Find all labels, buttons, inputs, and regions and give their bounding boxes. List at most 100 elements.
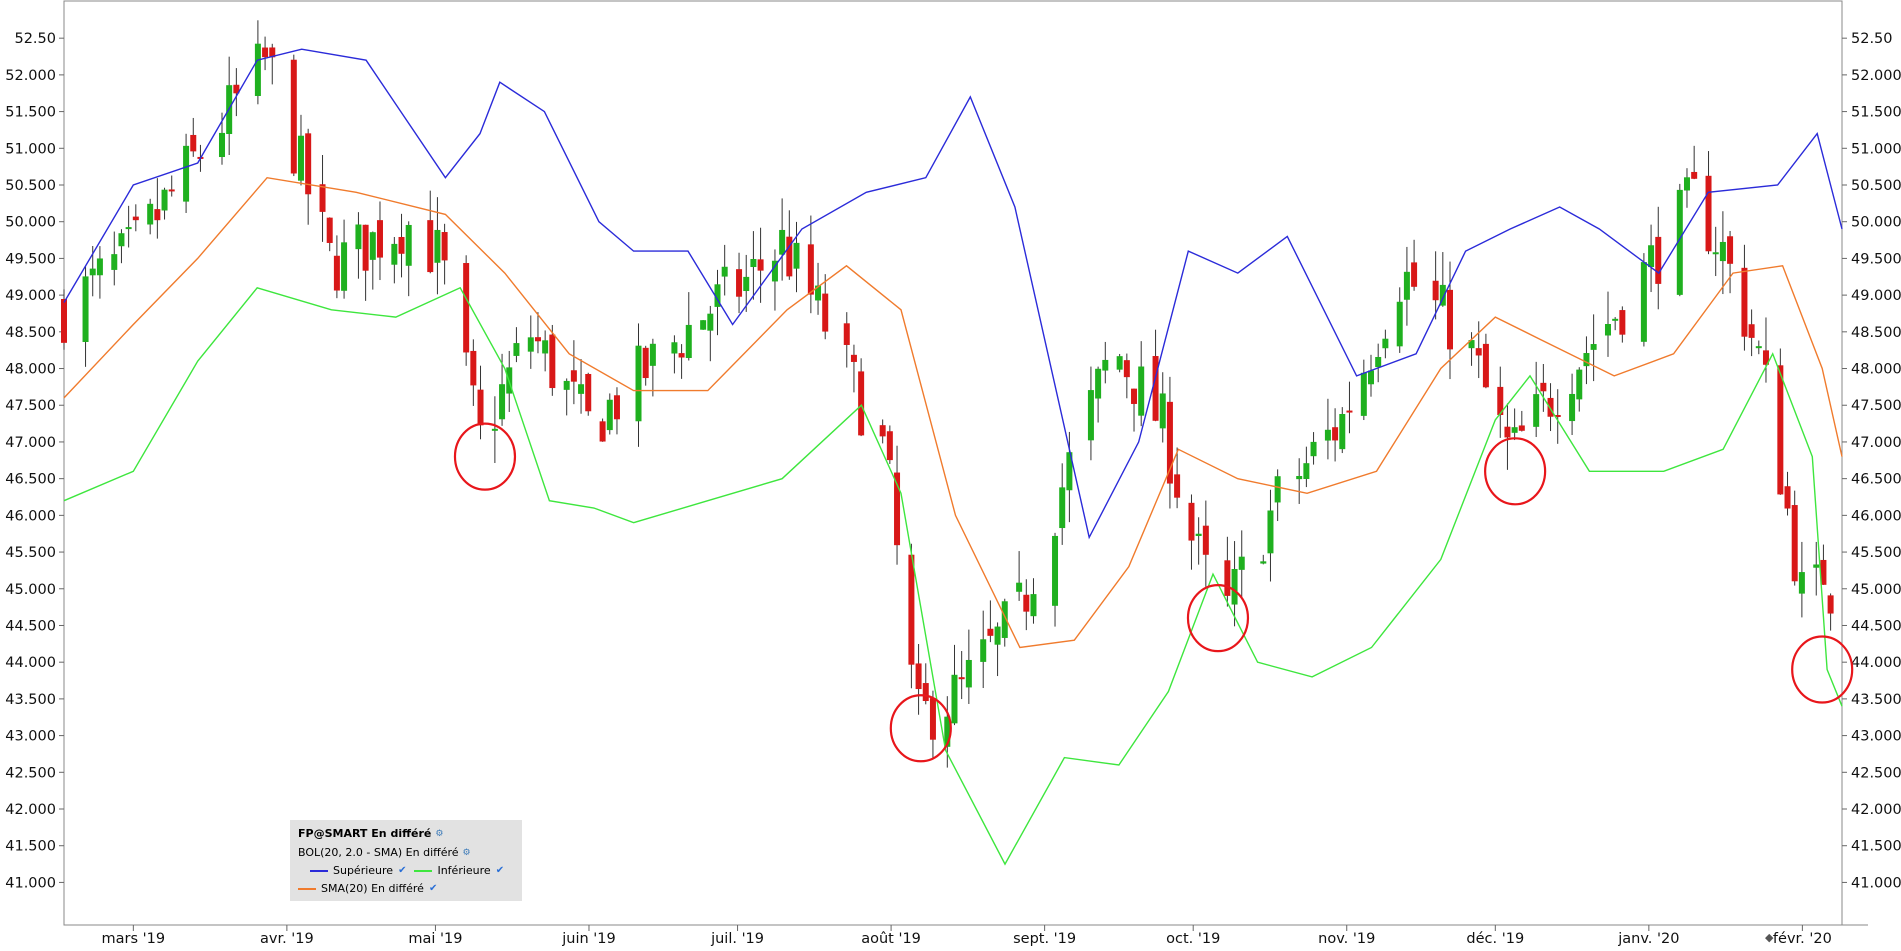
- candle-up: [1016, 582, 1023, 592]
- candle-down: [958, 677, 965, 680]
- y-tick-label-left: 43.500: [5, 692, 56, 708]
- candle-down: [1174, 474, 1181, 498]
- candle-down: [262, 47, 269, 58]
- y-tick-label-right: 43.500: [1851, 692, 1901, 708]
- lower-band-line: [63, 286, 1843, 866]
- y-tick-label-right: 50.000: [1851, 215, 1901, 231]
- chart-legend[interactable]: FP@SMART En différé ⚙ BOL(20, 2.0 - SMA)…: [290, 820, 522, 901]
- candle-down: [987, 628, 994, 636]
- candle-up: [1683, 177, 1690, 191]
- candle-down: [441, 232, 448, 261]
- candle-down: [1131, 388, 1138, 404]
- candle-down: [1748, 324, 1755, 338]
- candle-up: [721, 266, 728, 277]
- candle-up: [714, 284, 721, 307]
- candle-up: [183, 145, 190, 202]
- candle-up: [1590, 344, 1597, 350]
- sma-line: [63, 176, 1843, 649]
- candle-up: [1813, 564, 1820, 568]
- lower-band-swatch: [414, 869, 433, 872]
- candle-down: [1827, 595, 1834, 614]
- candle-up: [563, 380, 570, 390]
- candle-down: [570, 370, 577, 382]
- settings-icon[interactable]: ⚙: [435, 828, 444, 839]
- candle-up: [671, 342, 678, 354]
- candle-up: [965, 659, 972, 688]
- candle-down: [376, 220, 383, 258]
- candle-down: [850, 354, 857, 362]
- candle-up: [1324, 429, 1331, 441]
- y-tick-label-left: 47.500: [5, 398, 56, 414]
- candle-up: [1382, 338, 1389, 349]
- candle-up: [750, 259, 757, 268]
- candle-up: [1798, 572, 1805, 594]
- candle-up: [606, 399, 613, 431]
- candle-down: [757, 259, 764, 271]
- candle-up: [499, 384, 506, 420]
- candle-down: [1332, 427, 1339, 441]
- candle-up: [96, 258, 103, 276]
- candle-up: [1267, 510, 1274, 554]
- candle-up: [1116, 356, 1123, 370]
- y-tick-label-left: 46.500: [5, 472, 56, 488]
- candle-up: [994, 626, 1001, 645]
- candle-down: [233, 84, 240, 94]
- y-tick-label-left: 43.000: [5, 729, 56, 745]
- candle-up: [542, 340, 549, 354]
- x-tick-label: janv. '20: [1617, 931, 1679, 947]
- candle-down: [1691, 171, 1698, 179]
- highlight-circle: [1791, 635, 1854, 704]
- y-tick-label-right: 47.000: [1851, 435, 1901, 451]
- candle-up: [89, 268, 96, 276]
- y-tick-label-right: 51.000: [1851, 141, 1901, 157]
- candle-up: [341, 242, 348, 291]
- candle-down: [642, 347, 649, 379]
- candle-down: [1518, 425, 1525, 431]
- y-tick-label-left: 52.000: [5, 68, 56, 84]
- candle-up: [1102, 359, 1109, 371]
- candle-down: [1023, 594, 1030, 612]
- candle-down: [1475, 348, 1482, 356]
- candle-up: [1403, 271, 1410, 300]
- y-tick-label-left: 48.500: [5, 325, 56, 341]
- y-tick-label-right: 46.500: [1851, 472, 1901, 488]
- y-tick-label-right: 41.000: [1851, 875, 1901, 891]
- candle-down: [305, 133, 312, 195]
- y-tick-label-left: 52.50: [14, 31, 56, 47]
- checkmark-icon[interactable]: ✔: [428, 883, 438, 894]
- checkmark-icon[interactable]: ✔: [495, 865, 505, 876]
- y-tick-label-right: 42.500: [1851, 765, 1901, 781]
- candle-up: [1604, 324, 1611, 336]
- candle-up: [513, 343, 520, 356]
- y-tick-label-left: 49.000: [5, 288, 56, 304]
- candle-up: [1612, 318, 1619, 321]
- candle-up: [491, 428, 498, 431]
- candle-up: [1360, 372, 1367, 416]
- candle-up: [980, 639, 987, 662]
- candle-down: [398, 236, 405, 254]
- candle-down: [1705, 175, 1712, 252]
- settings-icon[interactable]: ⚙: [462, 847, 471, 858]
- candle-down: [736, 269, 743, 297]
- candle-up: [815, 285, 822, 301]
- candle-up: [1231, 568, 1238, 605]
- y-tick-label-right: 49.500: [1851, 251, 1901, 267]
- candle-down: [1446, 289, 1453, 350]
- upper-band-swatch: [310, 869, 328, 872]
- candle-down: [1497, 386, 1504, 416]
- candle-down: [427, 220, 434, 273]
- candle-up: [1648, 245, 1655, 268]
- candle-down: [908, 554, 915, 665]
- y-tick-label-right: 48.000: [1851, 362, 1901, 378]
- candle-down: [843, 323, 850, 345]
- candle-down: [154, 209, 161, 221]
- candle-down: [1784, 486, 1791, 509]
- legend-title-row: FP@SMART En différé ⚙: [298, 827, 443, 840]
- candle-down: [1166, 401, 1173, 484]
- checkmark-icon[interactable]: ✔: [398, 865, 407, 876]
- candle-up: [1375, 356, 1382, 368]
- candle-up: [1511, 427, 1518, 433]
- candle-up: [1755, 346, 1762, 349]
